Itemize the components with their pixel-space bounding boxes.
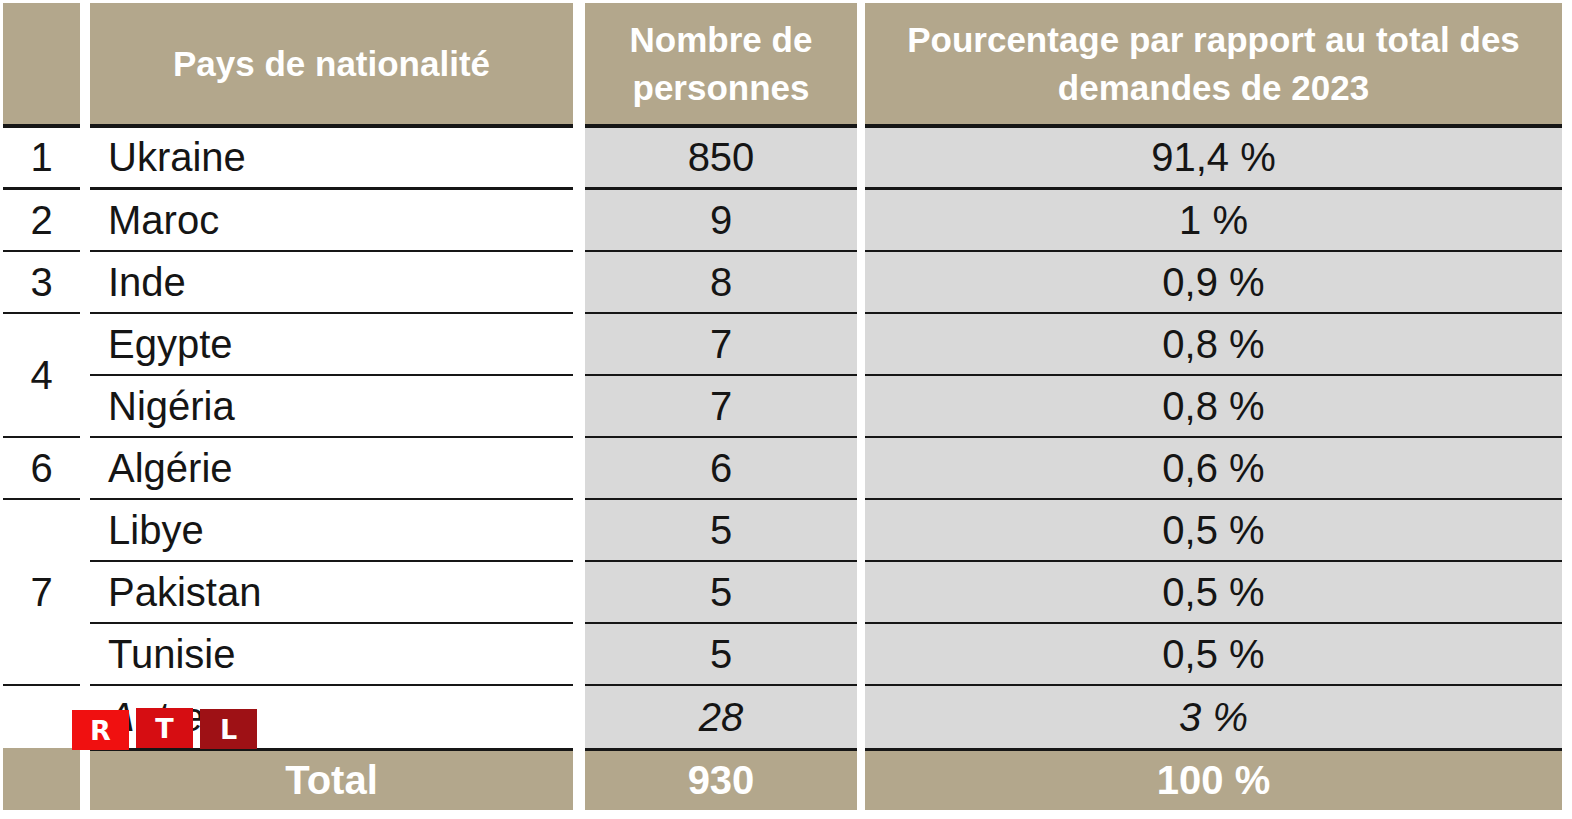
total-count-cell: 930: [585, 748, 857, 810]
country-cell: Tunisie: [90, 624, 573, 686]
count-cell: 5: [585, 562, 857, 624]
count-cell: 8: [585, 252, 857, 314]
country-cell: AutresRTL: [90, 686, 573, 748]
pct-cell: 1 %: [865, 190, 1562, 252]
count-cell: 850: [585, 128, 857, 190]
rank-cell: [3, 686, 80, 748]
total-pct-cell: 100 %: [865, 748, 1562, 810]
count-cell: 7: [585, 376, 857, 438]
rank-cell: 3: [3, 252, 80, 314]
total-rank-cell: [3, 748, 80, 810]
rank-cell: 2: [3, 190, 80, 252]
pct-cell: 0,8 %: [865, 376, 1562, 438]
count-cell: 5: [585, 500, 857, 562]
rtl-logo-block-t: T: [136, 708, 193, 748]
rtl-logo: RTL: [72, 708, 257, 748]
header-country-cell: Pays de nationalité: [90, 3, 573, 128]
rtl-logo-block-r: R: [72, 710, 129, 750]
country-cell: Nigéria: [90, 376, 573, 438]
rank-cell: 6: [3, 438, 80, 500]
country-cell: Pakistan: [90, 562, 573, 624]
total-label-cell: Total: [90, 748, 573, 810]
pct-cell: 0,5 %: [865, 500, 1562, 562]
pct-cell: 3 %: [865, 686, 1562, 748]
header-pct-cell: Pourcentage par rapport au total des dem…: [865, 3, 1562, 128]
header-count-cell: Nombre de personnes: [585, 3, 857, 128]
count-cell: 5: [585, 624, 857, 686]
pct-cell: 0,5 %: [865, 562, 1562, 624]
rank-cell: 4: [3, 314, 80, 438]
country-cell: Egypte: [90, 314, 573, 376]
rank-cell: 7: [3, 500, 80, 686]
pct-cell: 0,9 %: [865, 252, 1562, 314]
country-cell: Libye: [90, 500, 573, 562]
count-cell: 28: [585, 686, 857, 748]
pct-cell: 0,6 %: [865, 438, 1562, 500]
rank-cell: 1: [3, 128, 80, 190]
count-cell: 7: [585, 314, 857, 376]
rtl-logo-block-l: L: [200, 709, 257, 749]
country-cell: Ukraine: [90, 128, 573, 190]
pct-cell: 0,5 %: [865, 624, 1562, 686]
count-cell: 6: [585, 438, 857, 500]
pct-cell: 91,4 %: [865, 128, 1562, 190]
header-rank-cell: [3, 3, 80, 128]
table: Pays de nationalité Nombre de personnes …: [3, 3, 1562, 810]
country-cell: Algérie: [90, 438, 573, 500]
country-cell: Maroc: [90, 190, 573, 252]
count-cell: 9: [585, 190, 857, 252]
pct-cell: 0,8 %: [865, 314, 1562, 376]
country-cell: Inde: [90, 252, 573, 314]
